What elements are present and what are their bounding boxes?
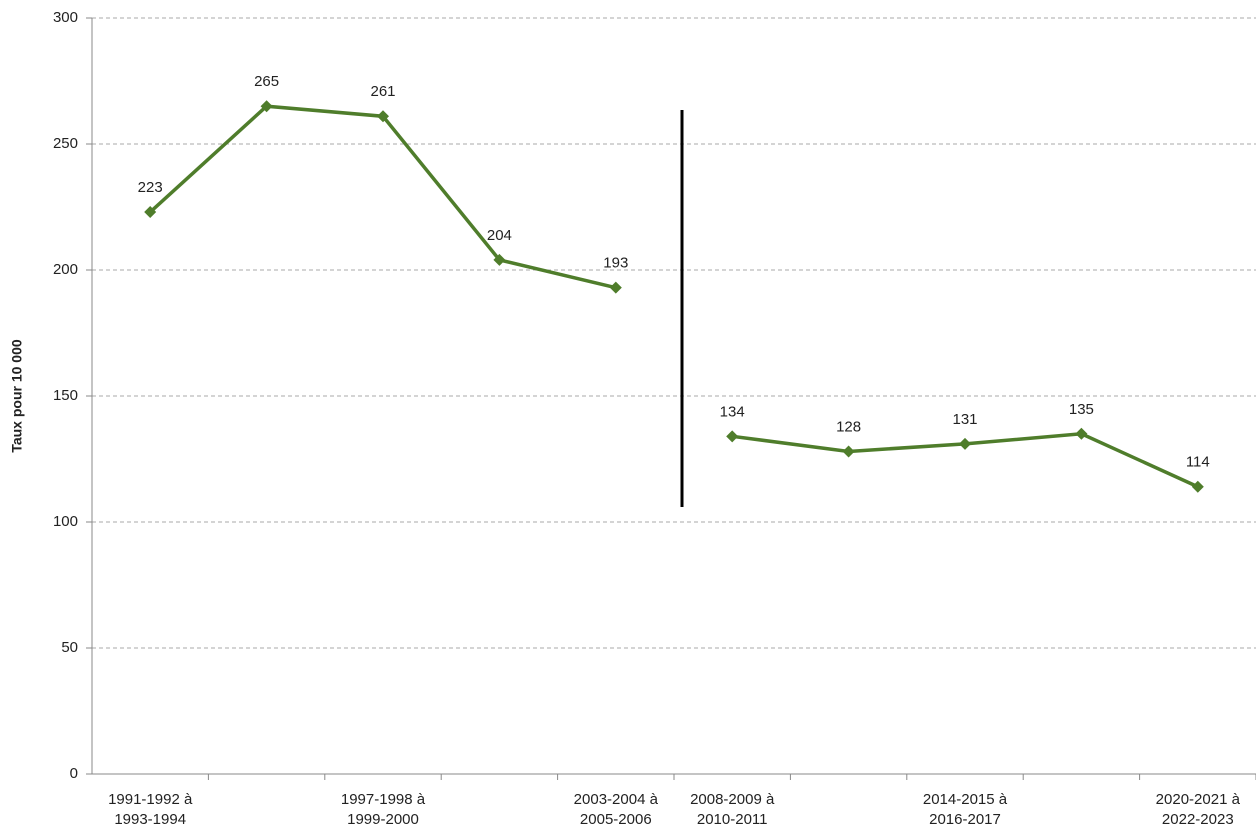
- x-tick-label: 2020-2021 à 2022-2023: [1155, 791, 1240, 828]
- data-label: 261: [370, 83, 395, 100]
- x-tick-label: 2008-2009 à 2010-2011: [690, 791, 775, 828]
- marker: [493, 253, 506, 266]
- y-tick-label: 200: [53, 261, 78, 278]
- x-tick-label: 1991-1992 à 1993-1994: [108, 791, 193, 828]
- data-label: 114: [1186, 454, 1210, 471]
- data-label: 135: [1069, 401, 1094, 418]
- data-label: 204: [487, 227, 512, 244]
- y-tick-label: 50: [61, 639, 78, 656]
- x-tick-label: 2014-2015 à 2016-2017: [922, 791, 1008, 828]
- y-tick-label: 150: [53, 387, 78, 404]
- y-tick-label: 100: [53, 513, 78, 530]
- y-tick-label: 0: [70, 765, 78, 782]
- data-label: 134: [720, 403, 745, 420]
- data-label: 131: [952, 411, 977, 428]
- marker: [959, 437, 971, 450]
- data-label: 193: [603, 255, 628, 272]
- marker: [377, 110, 389, 123]
- marker: [609, 281, 622, 294]
- marker: [1191, 480, 1204, 493]
- y-tick-label: 300: [53, 9, 78, 26]
- y-axis-title: Taux pour 10 000: [9, 339, 25, 453]
- x-tick-label: 2003-2004 à 2005-2006: [573, 791, 658, 828]
- y-tick-label: 250: [53, 135, 78, 152]
- marker: [726, 430, 739, 443]
- data-label: 265: [254, 73, 279, 90]
- marker: [842, 445, 855, 458]
- x-tick-label: 1997-1998 à 1999-2000: [340, 791, 426, 828]
- marker: [1075, 427, 1088, 440]
- line: [149, 104, 617, 290]
- data-label: 128: [836, 418, 861, 435]
- marker: [144, 206, 157, 219]
- data-label: 223: [138, 179, 163, 196]
- marker: [260, 100, 273, 113]
